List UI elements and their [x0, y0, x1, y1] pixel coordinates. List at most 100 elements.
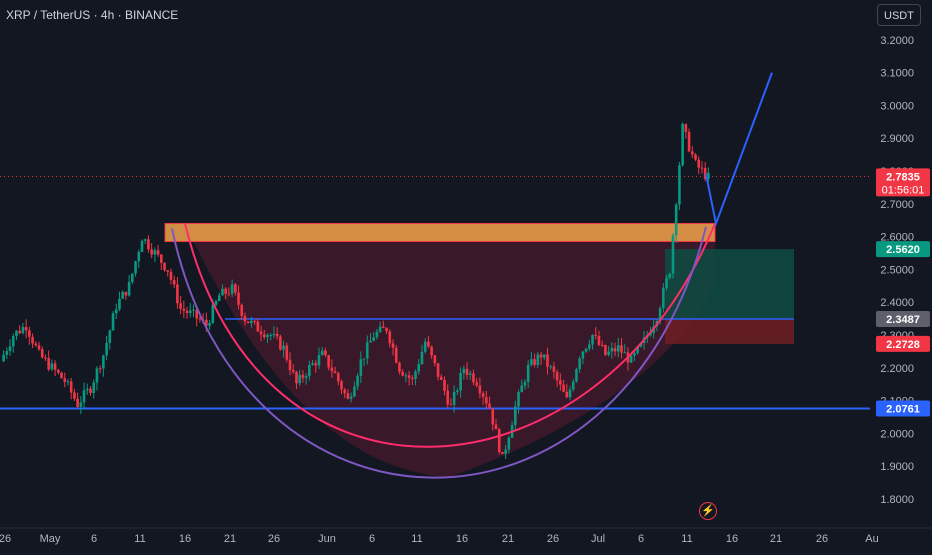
candle-body — [691, 151, 694, 155]
candle-body — [536, 354, 540, 365]
candle-body — [24, 326, 28, 331]
candle-body — [85, 388, 89, 391]
currency-button[interactable]: USDT — [877, 4, 921, 26]
candle-body — [314, 363, 318, 366]
candle-body — [575, 369, 578, 382]
candle-body — [301, 374, 305, 378]
candle-body — [28, 330, 31, 337]
x-tick-label: 6 — [638, 533, 644, 545]
candle-body — [5, 351, 9, 355]
candle-body — [60, 372, 63, 379]
x-tick-label: Jul — [591, 533, 605, 545]
x-tick-label: 21 — [502, 533, 514, 545]
candle-body — [546, 354, 549, 367]
candle-body — [488, 403, 491, 409]
candle-body — [411, 378, 414, 380]
candle-body — [343, 389, 347, 394]
candle-body — [76, 398, 79, 407]
candle-body — [584, 348, 588, 352]
candle-body — [127, 282, 131, 296]
candle-body — [565, 391, 569, 398]
candle-body — [504, 449, 507, 454]
candle-body — [501, 452, 504, 454]
candle-body — [92, 382, 96, 393]
candle-body — [568, 389, 572, 398]
candle-body — [594, 334, 598, 337]
candle-body — [69, 381, 73, 393]
candle-body — [195, 309, 198, 319]
candle-body — [234, 284, 237, 293]
candle-body — [514, 406, 517, 425]
price-label: 2.2728 — [876, 335, 930, 352]
candle-body — [269, 335, 273, 337]
candle-body — [31, 336, 34, 344]
alert-icon[interactable]: ⚡ — [699, 502, 717, 520]
candle-body — [362, 358, 366, 360]
candle-body — [44, 357, 47, 359]
cup-curve-purple — [171, 226, 707, 479]
x-tick-label: 26 — [268, 533, 280, 545]
candle-body — [382, 326, 385, 328]
stop-zone — [665, 319, 794, 344]
candle-body — [111, 313, 115, 331]
candle-body — [588, 344, 591, 349]
price-label-bg — [876, 241, 930, 258]
candle-body — [346, 393, 350, 399]
x-tick-label: 16 — [726, 533, 738, 545]
candle-body — [478, 385, 482, 394]
candle-body — [578, 358, 581, 370]
price-axis-panel — [870, 0, 932, 550]
candle-body — [533, 359, 536, 365]
y-tick-label: 2.0000 — [880, 428, 914, 440]
candle-body — [288, 359, 292, 371]
candle-body — [50, 363, 54, 370]
cup-curve-pink — [184, 223, 716, 448]
candle-body — [365, 342, 369, 359]
candle-body — [394, 347, 398, 363]
price-label-bg — [876, 311, 930, 328]
candle-body — [2, 354, 5, 362]
candle-body — [549, 366, 552, 368]
candle-body — [250, 320, 253, 324]
x-tick-label: 21 — [224, 533, 236, 545]
candle-body — [320, 350, 324, 356]
x-tick-label: 26 — [816, 533, 828, 545]
candle-body — [172, 279, 176, 285]
candle-body — [604, 345, 607, 355]
candle-body — [398, 362, 401, 372]
x-tick-label: 21 — [770, 533, 782, 545]
candle-body — [372, 337, 375, 341]
candle-body — [475, 382, 478, 386]
y-tick-label: 1.8000 — [880, 494, 914, 506]
candle-body — [497, 429, 501, 453]
candle-body — [388, 331, 392, 344]
candle-body — [137, 251, 141, 262]
x-tick-label: 26 — [0, 533, 11, 545]
candle-body — [620, 345, 623, 353]
candle-body — [353, 386, 356, 397]
candle-body — [452, 391, 456, 405]
candle-body — [671, 235, 675, 274]
candle-body — [391, 343, 395, 348]
candle-body — [95, 368, 99, 383]
candle-body — [433, 355, 437, 364]
candle-body — [507, 437, 511, 450]
candle-body — [401, 371, 404, 376]
symbol-title: XRP / TetherUS · 4h · BINANCE — [6, 8, 179, 22]
candle-body — [37, 345, 41, 350]
candle-body — [674, 204, 678, 236]
candle-body — [298, 374, 301, 384]
candle-body — [420, 351, 424, 365]
candle-body — [407, 375, 411, 379]
candle-body — [427, 341, 430, 347]
projection-path — [705, 72, 773, 228]
x-tick-label: 11 — [681, 533, 692, 545]
candle-body — [684, 124, 688, 132]
candle-body — [114, 309, 118, 314]
cup-shaded-area — [185, 223, 715, 477]
candle-body — [333, 371, 337, 374]
candle-body — [53, 363, 57, 370]
